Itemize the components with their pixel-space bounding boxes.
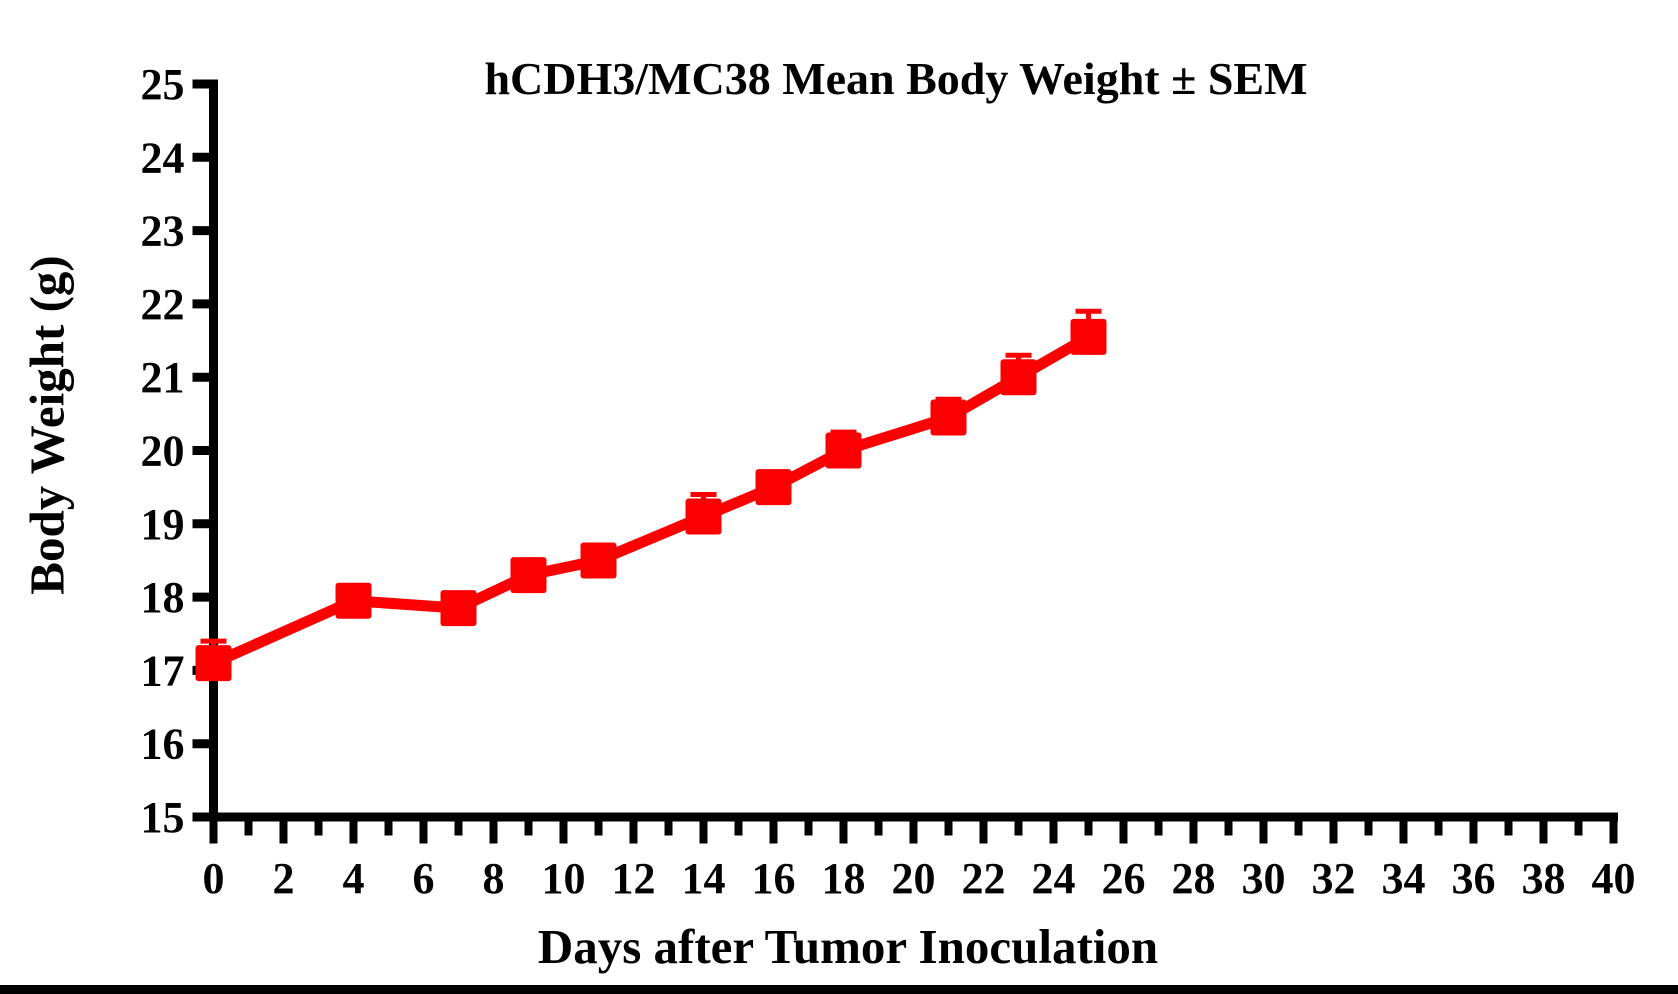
y-tick-label: 25: [141, 60, 185, 109]
data-point-marker: [930, 399, 967, 436]
x-tick-label: 36: [1452, 854, 1496, 903]
x-tick-label: 16: [752, 854, 796, 903]
data-point-marker: [335, 582, 372, 619]
data-point-marker: [755, 469, 792, 506]
x-tick-label: 6: [413, 854, 435, 903]
chart-title: hCDH3/MC38 Mean Body Weight ± SEM: [484, 53, 1308, 104]
x-tick-label: 12: [612, 854, 656, 903]
y-tick-label: 22: [141, 280, 185, 329]
x-tick-label: 8: [483, 854, 505, 903]
x-tick-label: 26: [1102, 854, 1146, 903]
x-tick-label: 32: [1312, 854, 1356, 903]
x-tick-label: 4: [343, 854, 365, 903]
y-tick-label: 24: [141, 133, 185, 182]
y-tick-label: 17: [141, 646, 185, 695]
y-tick-label: 19: [141, 500, 185, 549]
data-point-marker: [1070, 318, 1107, 355]
x-tick-label: 10: [542, 854, 586, 903]
x-tick-label: 28: [1172, 854, 1216, 903]
y-tick-label: 20: [141, 427, 185, 476]
window-bottom-edge: [0, 985, 1678, 994]
x-tick-label: 30: [1242, 854, 1286, 903]
x-tick-label: 0: [203, 854, 225, 903]
x-tick-label: 18: [822, 854, 866, 903]
data-point-marker: [580, 542, 617, 579]
y-tick-label: 23: [141, 207, 185, 256]
y-tick-label: 18: [141, 573, 185, 622]
data-point-marker: [825, 432, 862, 469]
data-point-marker: [685, 498, 722, 535]
x-tick-label: 2: [273, 854, 295, 903]
x-tick-label: 38: [1522, 854, 1566, 903]
data-point-marker: [195, 645, 232, 682]
x-tick-label: 22: [962, 854, 1006, 903]
x-tick-label: 24: [1032, 854, 1076, 903]
y-tick-label: 21: [141, 353, 185, 402]
data-point-marker: [440, 590, 477, 627]
y-tick-label: 16: [141, 720, 185, 769]
x-axis-title: Days after Tumor Inoculation: [537, 919, 1159, 974]
x-tick-label: 14: [682, 854, 726, 903]
data-point-marker: [510, 557, 547, 594]
x-tick-label: 34: [1382, 854, 1426, 903]
y-tick-label: 15: [141, 793, 185, 842]
data-point-marker: [1000, 359, 1037, 396]
x-tick-label: 20: [892, 854, 936, 903]
x-tick-label: 40: [1592, 854, 1636, 903]
